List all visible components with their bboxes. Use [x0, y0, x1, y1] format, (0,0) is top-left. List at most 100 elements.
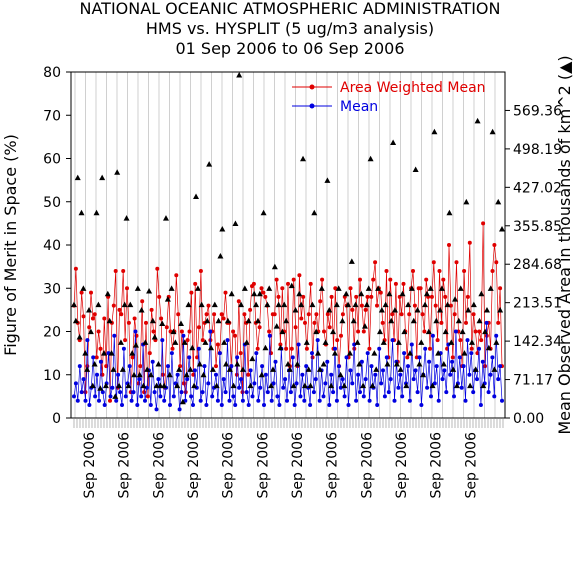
- area-weighted-mean-point: [361, 329, 366, 334]
- mean-point: [363, 377, 368, 382]
- mean-point: [442, 368, 447, 373]
- mean-point: [221, 377, 226, 382]
- mean-point: [229, 364, 234, 369]
- mean-point: [150, 359, 155, 364]
- area-weighted-mean-point: [375, 303, 379, 308]
- area-triangle: [223, 360, 230, 367]
- mean-point: [419, 403, 424, 407]
- area-triangle: [93, 209, 100, 216]
- mean-point: [423, 346, 428, 351]
- area-weighted-mean-point: [479, 338, 484, 343]
- mean-point: [95, 372, 99, 377]
- mean-point: [258, 385, 263, 390]
- area-weighted-mean-point: [200, 338, 205, 343]
- area-weighted-mean-point: [221, 316, 226, 321]
- area-triangle: [194, 285, 201, 291]
- area-triangle: [397, 366, 404, 372]
- mean-point: [415, 390, 420, 395]
- mean-point: [480, 359, 485, 364]
- area-triangle: [313, 328, 320, 335]
- x-tick-label: Sep 2006: [117, 432, 133, 499]
- area-weighted-mean-point: [140, 299, 145, 304]
- y-tick-label: 0: [52, 411, 61, 427]
- mean-point: [133, 329, 138, 334]
- y2-axis-ticks: 0.00 71.17 142.34 213.51 284.68 355.85 427.02 4…: [505, 103, 562, 427]
- mean-point: [273, 359, 278, 364]
- mean-point: [231, 394, 236, 399]
- area-triangle: [283, 317, 290, 324]
- area-weighted-mean-point: [335, 338, 340, 343]
- mean-point: [459, 385, 464, 390]
- area-weighted-mean-point: [149, 307, 154, 312]
- area-weighted-mean-point: [428, 346, 432, 351]
- area-triangle: [138, 306, 145, 313]
- area-weighted-mean-point: [333, 286, 338, 291]
- area-weighted-mean-point: [454, 260, 459, 265]
- mean-point: [354, 398, 359, 403]
- x-tick-label: Sep 2006: [290, 432, 306, 499]
- mean-point: [185, 377, 190, 382]
- area-weighted-mean-point: [407, 312, 412, 317]
- area-triangle: [296, 290, 303, 297]
- mean-point: [123, 394, 128, 399]
- area-triangle: [208, 344, 215, 351]
- date-grid-lines: [74, 72, 496, 418]
- area-triangle: [125, 382, 132, 389]
- area-triangle: [168, 285, 175, 291]
- y2-tick-label: 355.85: [513, 219, 562, 235]
- mean-point: [256, 398, 261, 403]
- mean-point: [93, 394, 98, 399]
- area-triangle: [328, 382, 335, 389]
- y-tick-label: 30: [43, 281, 61, 297]
- area-triangle: [472, 366, 479, 372]
- mean-point: [294, 381, 299, 386]
- area-triangle: [358, 290, 365, 297]
- mean-point: [315, 338, 320, 343]
- mean-point: [263, 372, 268, 377]
- legend-label-mean: Mean: [340, 99, 378, 115]
- area-weighted-mean-point: [367, 346, 372, 351]
- mean-point: [114, 398, 119, 403]
- area-triangle: [311, 209, 318, 216]
- mean-point: [382, 394, 387, 399]
- area-triangle: [452, 296, 459, 302]
- area-triangle: [422, 301, 429, 308]
- mean-point: [327, 403, 332, 407]
- area-triangle: [491, 366, 498, 372]
- area-weighted-mean-point: [89, 290, 93, 295]
- mean-point: [91, 355, 96, 360]
- area-triangle: [495, 198, 502, 205]
- mean-point: [323, 381, 328, 386]
- area-triangle: [97, 385, 104, 391]
- mean-point: [346, 403, 351, 407]
- x-tick-label: Sep 2006: [186, 432, 202, 499]
- area-triangle: [315, 350, 322, 356]
- mean-point: [288, 390, 293, 395]
- area-triangle: [236, 72, 243, 78]
- area-weighted-mean-point: [420, 312, 425, 317]
- area-weighted-mean-point: [145, 394, 150, 399]
- mean-point: [384, 355, 389, 360]
- area-triangle: [170, 328, 177, 335]
- area-triangle: [262, 344, 269, 351]
- area-triangle: [162, 215, 169, 221]
- mean-point: [83, 398, 88, 403]
- area-weighted-mean-point: [179, 329, 184, 334]
- area-weighted-mean-point: [214, 364, 218, 369]
- mean-point: [494, 333, 499, 338]
- mean-point: [181, 333, 186, 338]
- area-weighted-mean-point: [246, 372, 251, 377]
- area-weighted-mean-point: [100, 372, 105, 377]
- area-weighted-mean-point: [104, 364, 109, 369]
- area-triangle: [361, 323, 368, 329]
- area-triangle: [219, 225, 226, 232]
- area-triangle: [151, 333, 158, 340]
- area-weighted-mean-point: [384, 269, 389, 273]
- area-weighted-mean-point: [219, 312, 224, 317]
- mean-point: [352, 342, 357, 347]
- area-weighted-mean-point: [259, 286, 264, 291]
- y2-tick-label: 427.02: [513, 180, 562, 196]
- area-weighted-mean-point: [441, 277, 446, 282]
- area-weighted-mean-point: [238, 351, 243, 356]
- area-weighted-mean-point: [293, 325, 298, 330]
